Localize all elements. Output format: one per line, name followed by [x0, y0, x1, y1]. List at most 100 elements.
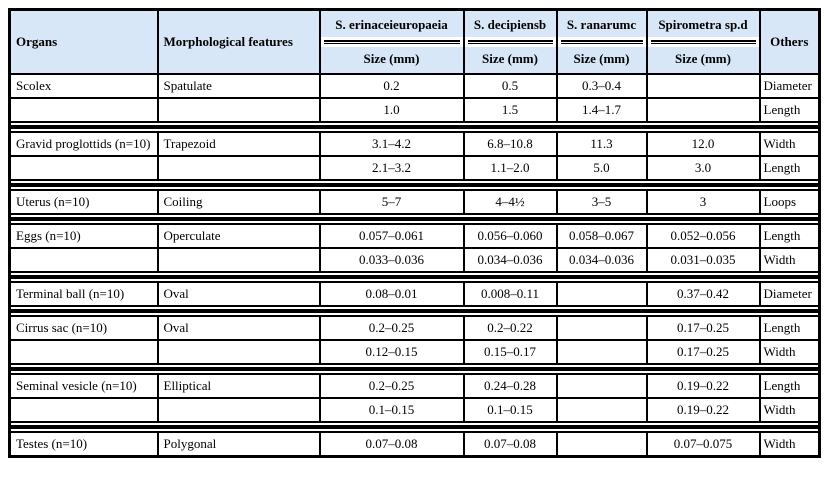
double-rule [11, 367, 818, 371]
cell-value: 0.058–0.067 [555, 223, 648, 249]
double-rule [11, 217, 818, 221]
group-separator-cell [8, 363, 821, 375]
cell-value: 4–4½ [462, 189, 558, 215]
header-organs: Organs [8, 8, 159, 75]
cell-value: 1.0 [318, 97, 465, 123]
cell-value: 0.2–0.25 [318, 315, 465, 341]
cell-value: 0.2–0.25 [318, 373, 465, 399]
header-morphological-features: Morphological features [156, 8, 321, 75]
cell-value: 5–7 [318, 189, 465, 215]
group-separator-cell [8, 213, 821, 225]
group-separator [8, 121, 821, 133]
table-row: 0.12–0.15 0.15–0.17 0.17–0.25 Width [8, 339, 821, 365]
cell-other: Width [758, 431, 821, 457]
cell-value: 0.034–0.036 [462, 247, 558, 273]
cell-feature [156, 155, 321, 181]
double-rule [650, 40, 756, 44]
table-row: Gravid proglottids (n=10) Trapezoid 3.1–4.… [8, 131, 821, 157]
header-species-erinaceieuropaei: S. erinaceieuropaeia [318, 8, 465, 37]
header-species-spirometra-sp: Spirometra sp.d [645, 8, 761, 37]
cell-other: Length [758, 373, 821, 399]
cell-value: 0.2–0.22 [462, 315, 558, 341]
header-species-decipiens: S. decipiensb [462, 8, 558, 37]
cell-other: Diameter [758, 281, 821, 307]
cell-value: 0.37–0.42 [645, 281, 761, 307]
cell-other: Diameter [758, 73, 821, 99]
double-rule [11, 183, 818, 187]
cell-organ [8, 247, 159, 273]
cell-value: 6.8–10.8 [462, 131, 558, 157]
cell-value: 0.2 [318, 73, 465, 99]
group-separator-cell [8, 179, 821, 191]
group-separator [8, 179, 821, 191]
cell-feature [156, 397, 321, 423]
cell-feature [156, 339, 321, 365]
cell-value: 0.19–0.22 [645, 397, 761, 423]
cell-value: 0.17–0.25 [645, 315, 761, 341]
cell-other: Length [758, 155, 821, 181]
cell-organ [8, 339, 159, 365]
double-rule [467, 40, 553, 44]
cell-other: Length [758, 223, 821, 249]
cell-feature [156, 247, 321, 273]
cell-value [645, 73, 761, 99]
cell-other: Length [758, 97, 821, 123]
cell-value [555, 339, 648, 365]
cell-feature: Polygonal [156, 431, 321, 457]
group-separator [8, 213, 821, 225]
cell-organ: Uterus (n=10) [8, 189, 159, 215]
cell-value [645, 97, 761, 123]
group-separator-cell [8, 121, 821, 133]
cell-value: 0.031–0.035 [645, 247, 761, 273]
group-separator-cell [8, 421, 821, 433]
cell-organ: Seminal vesicle (n=10) [8, 373, 159, 399]
cell-feature: Operculate [156, 223, 321, 249]
cell-value: 1.5 [462, 97, 558, 123]
header-species-divider [462, 37, 558, 47]
table-row: Cirrus sac (n=10) Oval 0.2–0.25 0.2–0.22 0.1… [8, 315, 821, 341]
cell-other: Width [758, 397, 821, 423]
morphology-comparison-table: Organs Morphological features S. erinace… [8, 8, 821, 458]
cell-value: 0.5 [462, 73, 558, 99]
table-row: 2.1–3.2 1.1–2.0 5.0 3.0 Length [8, 155, 821, 181]
group-separator [8, 363, 821, 375]
page: Organs Morphological features S. erinace… [8, 8, 821, 458]
cell-value [555, 431, 648, 457]
header-divider-row [10, 37, 820, 47]
cell-value: 0.19–0.22 [645, 373, 761, 399]
cell-value: 3.0 [645, 155, 761, 181]
cell-value [555, 397, 648, 423]
cell-value: 1.1–2.0 [462, 155, 558, 181]
cell-value: 0.07–0.08 [318, 431, 465, 457]
double-rule [11, 309, 818, 313]
double-rule [323, 40, 460, 44]
cell-organ: Scolex [8, 73, 159, 99]
cell-organ [8, 97, 159, 123]
cell-value: 0.08–0.01 [318, 281, 465, 307]
cell-value: 3.1–4.2 [318, 131, 465, 157]
header-species-ranarum: S. ranarumc [555, 8, 648, 37]
double-rule [11, 275, 818, 279]
header-species-divider [318, 37, 465, 47]
cell-other: Loops [758, 189, 821, 215]
table-row: Testes (n=10) Polygonal 0.07–0.08 0.07–0.08… [8, 431, 821, 457]
table-row: 0.033–0.036 0.034–0.036 0.034–0.036 0.031–0… [8, 247, 821, 273]
cell-value: 0.17–0.25 [645, 339, 761, 365]
table-row: Eggs (n=10) Operculate 0.057–0.061 0.056–0.… [8, 223, 821, 249]
cell-value: 0.07–0.075 [645, 431, 761, 457]
table-body: Scolex Spatulate 0.2 0.5 0.3–0.4 Diameter 1.0 1… [8, 73, 821, 457]
double-rule [560, 40, 643, 44]
cell-feature: Spatulate [156, 73, 321, 99]
header-species-divider [645, 37, 761, 47]
cell-value: 0.15–0.17 [462, 339, 558, 365]
table-header: Organs Morphological features S. erinace… [8, 8, 821, 75]
cell-value: 0.057–0.061 [318, 223, 465, 249]
cell-organ: Terminal ball (n=10) [8, 281, 159, 307]
table-row: Scolex Spatulate 0.2 0.5 0.3–0.4 Diameter [8, 73, 821, 99]
double-rule [11, 425, 818, 429]
cell-value [555, 281, 648, 307]
cell-value: 3–5 [555, 189, 648, 215]
cell-organ [8, 155, 159, 181]
cell-value: 5.0 [555, 155, 648, 181]
cell-feature [156, 97, 321, 123]
